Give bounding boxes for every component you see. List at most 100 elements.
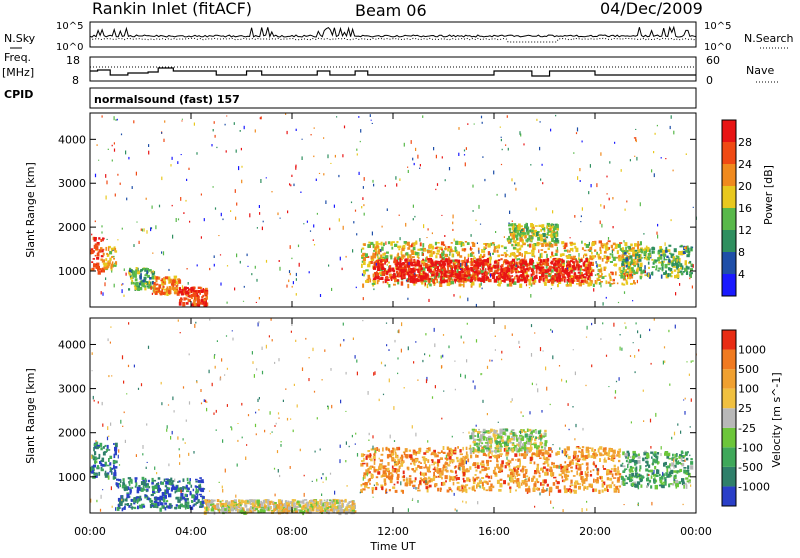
heatmap-cell bbox=[444, 235, 445, 237]
heatmap-cell bbox=[537, 464, 540, 466]
heatmap-cell bbox=[562, 276, 565, 278]
heatmap-cell bbox=[567, 250, 569, 253]
heatmap-cell bbox=[142, 477, 145, 480]
heatmap-cell bbox=[139, 498, 141, 502]
heatmap-cell bbox=[387, 462, 389, 466]
heatmap-cell bbox=[435, 261, 437, 265]
heatmap-cell bbox=[487, 468, 490, 470]
heatmap-cell bbox=[555, 278, 556, 280]
heatmap-cell bbox=[413, 453, 417, 455]
heatmap-cell bbox=[572, 261, 575, 263]
heatmap-cell bbox=[578, 458, 581, 460]
heatmap-cell bbox=[567, 281, 568, 284]
heatmap-cell bbox=[154, 485, 157, 489]
heatmap-cell bbox=[457, 266, 459, 268]
heatmap-cell bbox=[263, 510, 266, 513]
heatmap-cell bbox=[634, 243, 637, 247]
heatmap-cell bbox=[566, 465, 568, 468]
heatmap-cell bbox=[633, 259, 635, 262]
heatmap-cell bbox=[546, 263, 549, 266]
heatmap-cell bbox=[172, 282, 173, 285]
heatmap-cell bbox=[363, 297, 364, 300]
heatmap-cell bbox=[145, 478, 147, 482]
heatmap-cell bbox=[573, 265, 575, 268]
heatmap-cell bbox=[100, 239, 102, 242]
heatmap-cell bbox=[107, 445, 109, 449]
heatmap-cell bbox=[91, 234, 92, 236]
heatmap-cell bbox=[657, 257, 660, 261]
heatmap-cell bbox=[603, 246, 605, 249]
heatmap-cell bbox=[361, 257, 363, 259]
heatmap-cell bbox=[585, 487, 587, 489]
heatmap-cell bbox=[599, 247, 601, 251]
heatmap-cell bbox=[172, 486, 174, 490]
heatmap-cell bbox=[597, 477, 599, 481]
heatmap-cell bbox=[482, 156, 483, 158]
heatmap-cell bbox=[328, 502, 330, 505]
heatmap-cell bbox=[461, 284, 463, 286]
heatmap-cell bbox=[271, 191, 272, 192]
heatmap-cell bbox=[554, 273, 556, 275]
heatmap-cell bbox=[420, 462, 422, 464]
heatmap-cell bbox=[363, 270, 366, 274]
heatmap-cell bbox=[458, 260, 461, 264]
heatmap-cell bbox=[519, 237, 522, 239]
heatmap-cell bbox=[133, 244, 134, 247]
heatmap-cell bbox=[551, 252, 553, 256]
heatmap-cell bbox=[465, 489, 467, 493]
heatmap-cell bbox=[488, 243, 491, 247]
heatmap-cell bbox=[552, 210, 553, 213]
heatmap-cell bbox=[474, 490, 476, 492]
heatmap-cell bbox=[369, 453, 371, 457]
heatmap-cell bbox=[544, 479, 547, 483]
heatmap-cell bbox=[561, 241, 564, 244]
heatmap-cell bbox=[155, 293, 157, 295]
heatmap-cell bbox=[543, 487, 545, 490]
heatmap-cell bbox=[631, 276, 633, 278]
heatmap-cell bbox=[407, 467, 409, 471]
heatmap-cell bbox=[486, 473, 488, 476]
heatmap-cell bbox=[620, 275, 623, 279]
heatmap-cell bbox=[655, 269, 657, 271]
heatmap-cell bbox=[417, 451, 421, 454]
heatmap-cell bbox=[181, 505, 183, 508]
heatmap-cell bbox=[545, 450, 548, 454]
heatmap-cell bbox=[463, 480, 466, 483]
heatmap-cell bbox=[588, 262, 590, 266]
heatmap-cell bbox=[562, 278, 564, 282]
heatmap-cell bbox=[375, 276, 378, 278]
heatmap-cell bbox=[582, 283, 584, 285]
heatmap-cell bbox=[386, 475, 389, 478]
heatmap-cell bbox=[141, 488, 144, 492]
heatmap-cell bbox=[497, 265, 499, 268]
heatmap-cell bbox=[367, 455, 370, 457]
heatmap-cell bbox=[433, 462, 435, 466]
heatmap-cell bbox=[684, 247, 686, 249]
heatmap-cell bbox=[376, 272, 378, 276]
heatmap-cell bbox=[144, 274, 147, 276]
heatmap-cell bbox=[425, 283, 426, 286]
heatmap-cell bbox=[671, 254, 675, 256]
heatmap-cell bbox=[399, 178, 400, 181]
heatmap-cell bbox=[599, 269, 602, 272]
heatmap-cell bbox=[455, 241, 458, 245]
heatmap-cell bbox=[462, 243, 465, 246]
heatmap-cell bbox=[565, 272, 567, 275]
heatmap-cell bbox=[564, 489, 568, 493]
heatmap-cell bbox=[511, 178, 512, 181]
heatmap-cell bbox=[627, 274, 628, 277]
heatmap-cell bbox=[159, 508, 162, 512]
heatmap-cell bbox=[415, 269, 418, 271]
heatmap-cell bbox=[542, 484, 545, 486]
heatmap-cell bbox=[549, 273, 551, 275]
heatmap-cell bbox=[551, 238, 554, 242]
heatmap-cell bbox=[567, 269, 569, 271]
heatmap-cell bbox=[415, 252, 418, 255]
heatmap-cell bbox=[102, 464, 105, 467]
heatmap-cell bbox=[108, 475, 110, 479]
heatmap-cell bbox=[490, 253, 491, 256]
heatmap-cell bbox=[478, 250, 479, 254]
heatmap-cell bbox=[594, 449, 596, 451]
heatmap-cell bbox=[510, 261, 512, 265]
heatmap-cell bbox=[399, 272, 401, 275]
